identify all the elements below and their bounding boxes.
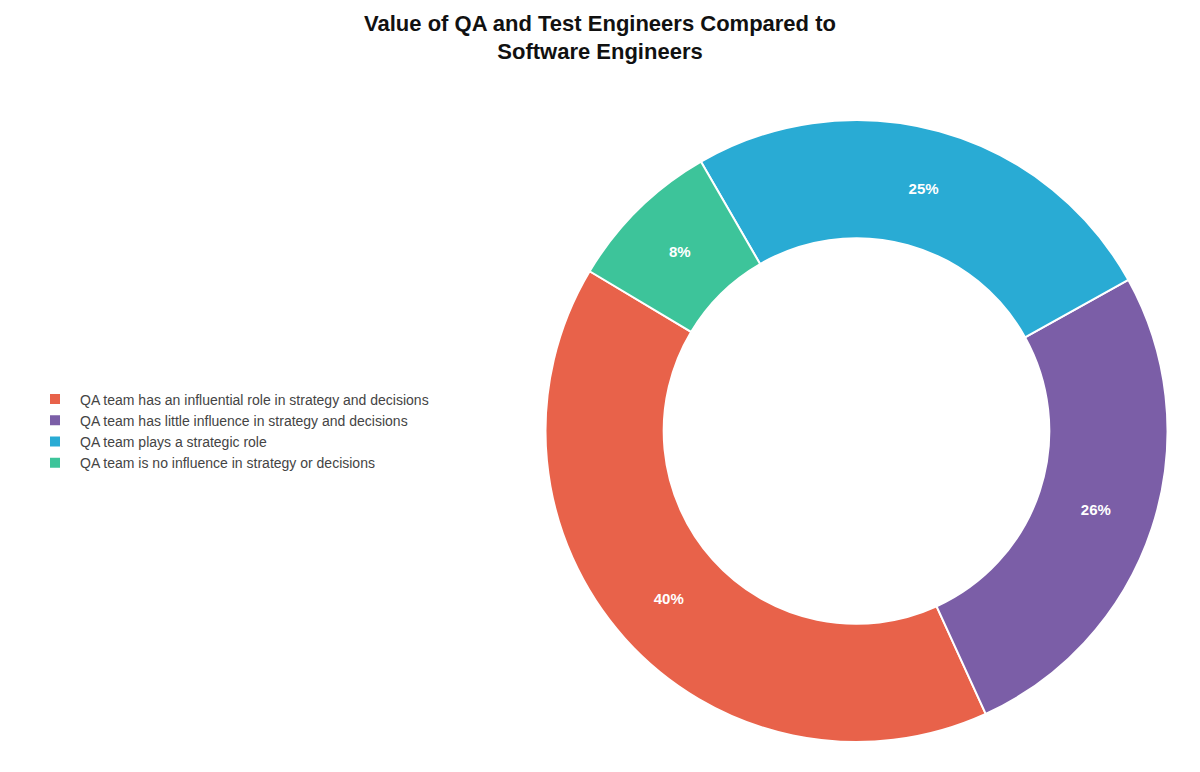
svg-text:25%: 25% [909,180,939,197]
svg-text:QA team has little influence i: QA team has little influence in strategy… [80,413,408,429]
svg-text:26%: 26% [1081,501,1111,518]
svg-text:Value of QA and Test Engineers: Value of QA and Test Engineers Compared … [364,11,836,65]
svg-text:QA team is no influence in str: QA team is no influence in strategy or d… [80,455,375,471]
svg-text:8%: 8% [669,243,691,260]
svg-text:40%: 40% [654,590,684,607]
svg-text:QA team has an influential rol: QA team has an influential role in strat… [80,392,429,408]
svg-text:QA team plays a strategic role: QA team plays a strategic role [80,434,267,450]
